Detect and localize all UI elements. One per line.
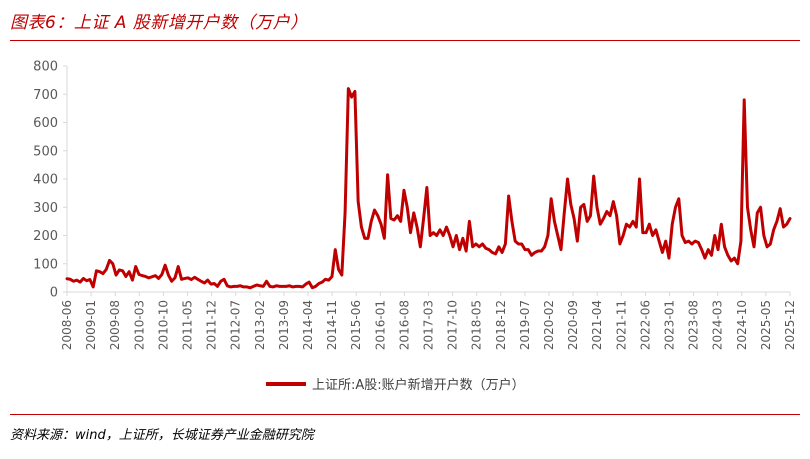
x-tick-label: 2010-03: [132, 300, 146, 350]
x-tick-label: 2025-05: [759, 300, 773, 350]
x-tick-label: 2010-10: [156, 300, 170, 350]
series-layer: [65, 87, 792, 290]
x-tick-label: 2015-06: [349, 300, 363, 350]
x-tick-label: 2020-02: [542, 300, 556, 350]
series-line-0: [65, 87, 792, 290]
x-tick-label: 2016-01: [373, 300, 387, 350]
x-tick-label: 2008-06: [60, 300, 74, 350]
x-tick-label: 2011-05: [181, 300, 195, 350]
y-tick-label: 600: [33, 116, 58, 131]
legend: 上证所:A股:账户新增开户数（万户）: [266, 377, 525, 393]
y-tick-label: 100: [33, 257, 58, 272]
x-tick-label: 2024-03: [711, 300, 725, 350]
x-tick-label: 2019-07: [518, 300, 532, 350]
source-note: 资料来源：wind，上证所，长城证券产业金融研究院: [10, 428, 314, 443]
x-tick-label: 2021-11: [614, 300, 628, 350]
legend-label: 上证所:A股:账户新增开户数（万户）: [312, 377, 525, 393]
source-rule: [10, 414, 800, 415]
title-rule: [10, 40, 800, 41]
x-tick-label: 2017-03: [422, 300, 436, 350]
x-tick-label: 2009-08: [108, 300, 122, 350]
y-tick-label: 0: [50, 286, 58, 301]
x-tick-label: 2009-01: [84, 300, 98, 350]
x-tick-label: 2011-12: [205, 300, 219, 350]
x-tick-label: 2017-10: [446, 300, 460, 350]
x-tick-label: 2023-08: [687, 300, 701, 350]
x-tick-label: 2018-05: [470, 300, 484, 350]
x-tick-label: 2024-10: [735, 300, 749, 350]
y-axis: 0 100 200 300 400 500 600 700 800: [33, 60, 68, 301]
x-tick-label: 2016-08: [397, 300, 411, 350]
x-tick-label: 2014-11: [325, 300, 339, 350]
y-tick-label: 300: [33, 201, 58, 216]
y-tick-label: 400: [33, 173, 58, 188]
y-tick-label: 700: [33, 88, 58, 103]
x-tick-label: 2013-02: [253, 300, 267, 350]
x-tick-label: 2013-09: [277, 300, 291, 350]
x-tick-label: 2022-06: [638, 300, 652, 350]
x-tick-label: 2023-01: [663, 300, 677, 350]
x-tick-label: 2025-12: [783, 300, 797, 350]
x-tick-label: 2018-12: [494, 300, 508, 350]
x-axis: 2008-06 2009-01 2009-08 2010-03 2010-10 2011-…: [60, 291, 797, 350]
y-tick-label: 200: [33, 229, 58, 244]
y-tick-label: 500: [33, 144, 58, 159]
x-tick-label: 2020-09: [566, 300, 580, 350]
x-tick-label: 2012-07: [229, 300, 243, 350]
figure-title: 图表6：上证 A 股新增开户数（万户）: [10, 13, 308, 33]
x-tick-label: 2014-04: [301, 300, 315, 350]
x-tick-label: 2021-04: [590, 300, 604, 350]
y-tick-label: 800: [33, 60, 58, 75]
